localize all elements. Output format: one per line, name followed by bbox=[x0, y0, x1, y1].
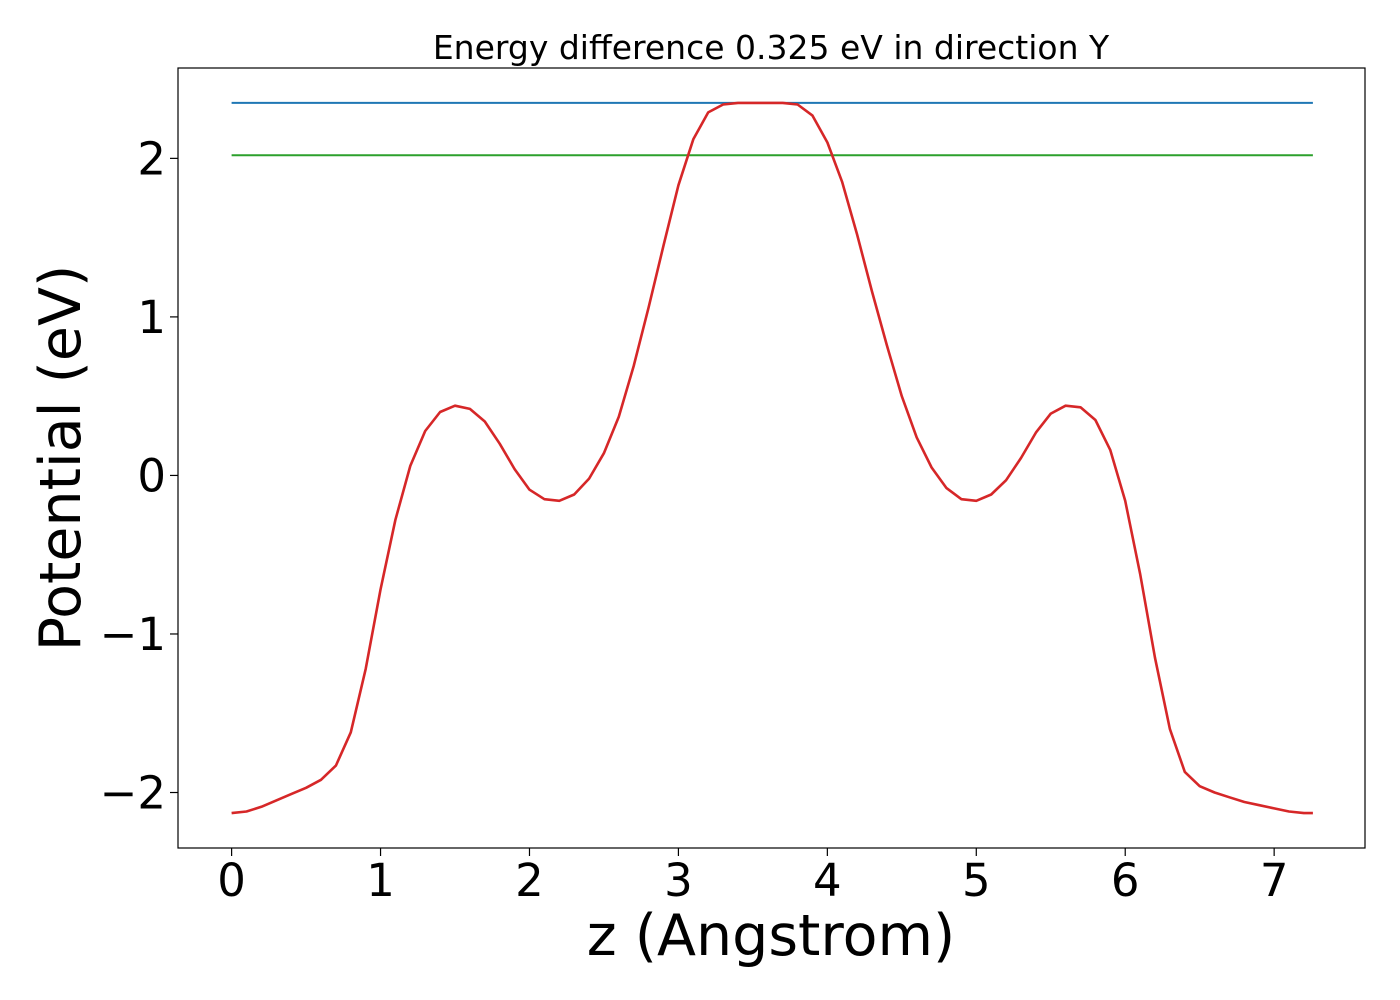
chart-title: Energy difference 0.325 eV in direction … bbox=[433, 28, 1110, 67]
y-tick-label: 1 bbox=[137, 291, 166, 344]
y-tick-label: −2 bbox=[100, 767, 166, 820]
x-tick-label: 2 bbox=[515, 854, 544, 907]
x-ticks: 0 1 2 3 4 5 6 7 bbox=[217, 848, 1288, 907]
plot-frame bbox=[177, 67, 1366, 849]
series-layer bbox=[231, 101, 1313, 815]
y-axis-label: Potential (eV) bbox=[28, 265, 94, 651]
x-tick-label: 3 bbox=[664, 854, 693, 907]
y-ticks: −2 −1 0 1 2 bbox=[100, 132, 178, 820]
x-tick-label: 7 bbox=[1260, 854, 1289, 907]
x-tick-label: 4 bbox=[813, 854, 842, 907]
x-tick-label: 1 bbox=[366, 854, 395, 907]
y-tick-label: −1 bbox=[100, 608, 166, 661]
x-tick-label: 5 bbox=[962, 854, 991, 907]
series-line-0 bbox=[231, 101, 1313, 815]
x-tick-label: 6 bbox=[1111, 854, 1140, 907]
x-tick-label: 0 bbox=[217, 854, 246, 907]
x-axis-label: z (Angstrom) bbox=[587, 903, 955, 969]
y-tick-label: 0 bbox=[137, 449, 166, 502]
y-tick-label: 2 bbox=[137, 132, 166, 185]
